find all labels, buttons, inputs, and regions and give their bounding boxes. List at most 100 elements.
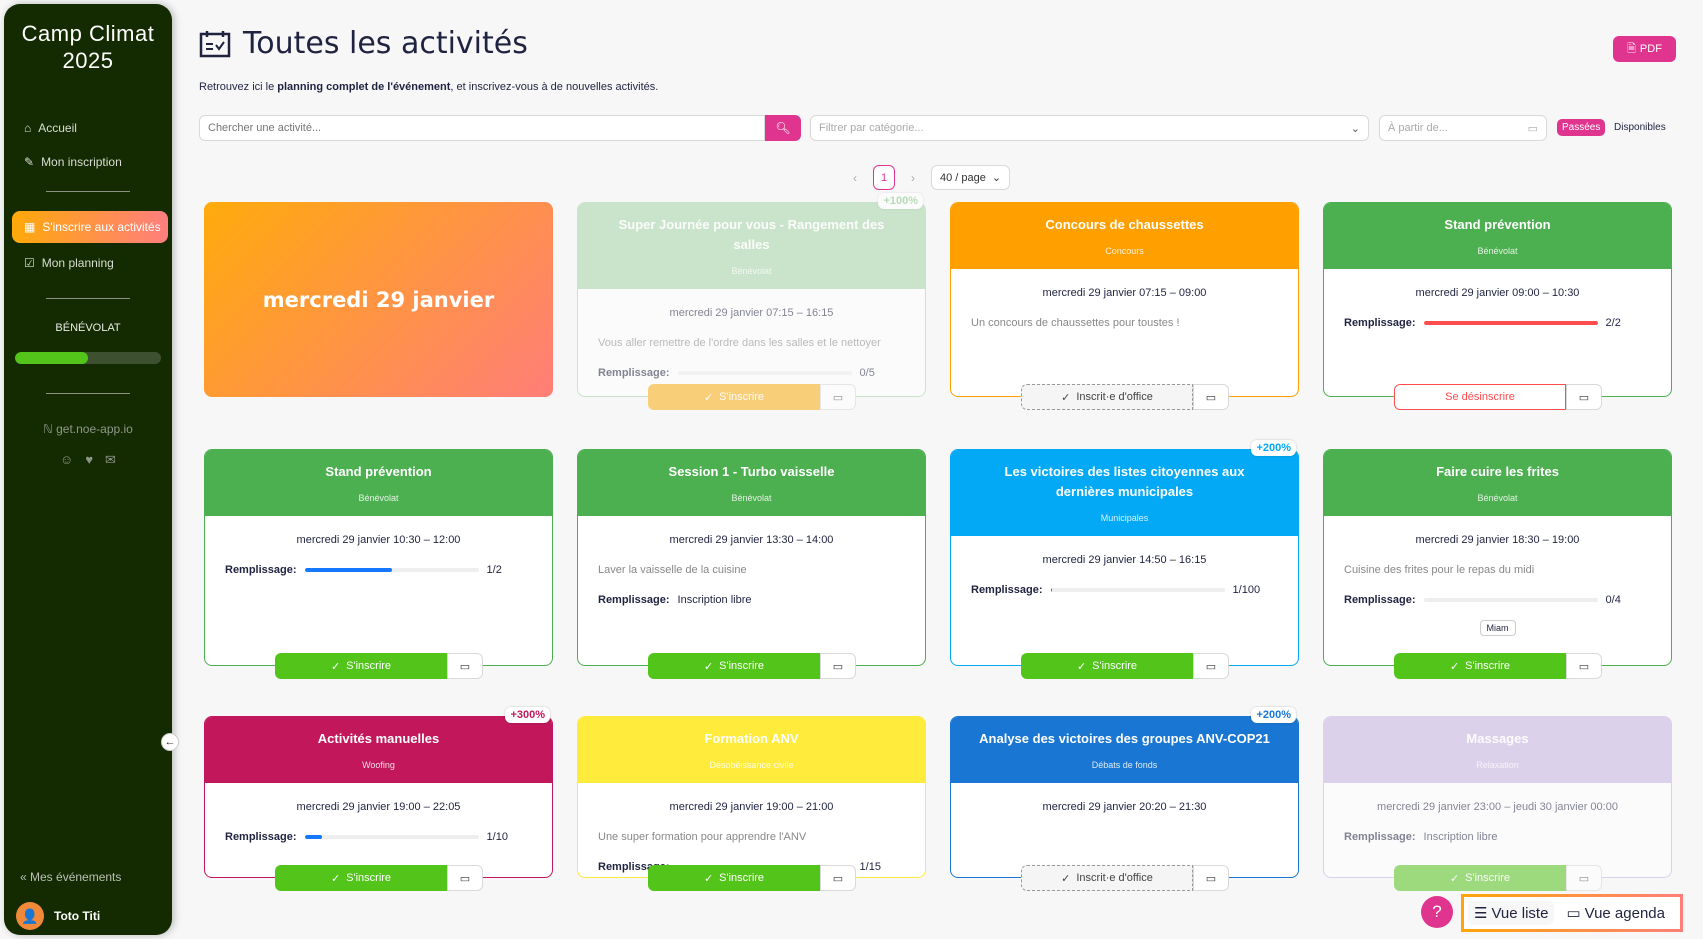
check-icon: ✓ [703,391,714,404]
subscribe-button[interactable]: ✓ S'inscrire [275,865,447,891]
noe-link[interactable]: ℕ get.noe-app.io [4,422,172,436]
subscribe-button[interactable]: ✓ S'inscrire [1394,865,1566,891]
sidebar: Camp Climat 2025 ⌂ Accueil ✎ Mon inscripti… [4,4,172,935]
agenda-view-label: Vue agenda [1584,904,1665,922]
fill-row: Remplissage: 2/2 [1344,317,1651,329]
user-menu[interactable]: 👤 Toto Titi [16,902,100,930]
view-switcher: ☰ Vue liste ▭ Vue agenda [1461,894,1683,932]
sidebar-item-accueil[interactable]: ⌂ Accueil [12,112,168,144]
add-to-calendar-button[interactable]: ▭ [1193,384,1229,410]
date-placeholder: À partir de... [1388,122,1448,134]
add-to-calendar-button[interactable]: ▭ [820,384,856,410]
fill-bar [677,371,852,375]
card-header: Analyse des victoires des groupes ANV-CO… [951,717,1298,783]
help-button[interactable]: ? [1421,896,1453,928]
button-label: S'inscrire [719,872,765,884]
past-toggle[interactable]: Passées [1557,119,1606,136]
card-actions: ✓ Inscrit·e d'office ▭ [1021,384,1229,410]
my-events-link[interactable]: « Mes événements [20,870,121,884]
card-body: mercredi 29 janvier 07:15 – 16:15 Vous al… [578,289,925,379]
fill-bar [1423,321,1598,325]
prev-page-icon[interactable]: ‹ [853,170,857,185]
divider [46,393,130,394]
card-title[interactable]: Stand prévention [1444,217,1551,232]
subscribe-button[interactable]: ✓ S'inscrire [1021,653,1193,679]
card-title[interactable]: Session 1 - Turbo vaisselle [668,464,835,479]
search-button[interactable]: 🔍︎ [765,115,801,141]
home-icon: ⌂ [24,121,32,135]
button-label: S'inscrire [719,660,765,672]
card-actions: ✓ S'inscrire ▭ [275,653,483,679]
card-description: Un concours de chaussettes pour toustes … [971,317,1180,329]
chevron-down-icon: ⌄ [991,172,1002,184]
sidebar-item-sinscrire[interactable]: ▦ S'inscrire aux activités [12,211,168,243]
add-to-calendar-button[interactable]: ▭ [1566,384,1602,410]
role-label: BÉNÉVOLAT [55,322,121,334]
card-title[interactable]: Super Journée pour vous - Rangement des … [618,217,885,252]
page-subtitle: Retrouvez ici le planning complet de l'é… [199,81,659,93]
fill-label: Remplissage: [1344,317,1416,329]
discord-icon[interactable]: ☺ [60,452,74,467]
sidebar-item-mon-planning[interactable]: ☑ Mon planning [12,247,168,279]
button-label: S'inscrire [719,391,765,403]
pdf-button[interactable]: 🗎 PDF [1613,36,1676,62]
card-header: Massages Relaxation [1324,717,1671,783]
fill-bar [304,568,479,572]
card-title[interactable]: Les victoires des listes citoyennes aux … [1004,464,1245,499]
card-title[interactable]: Analyse des victoires des groupes ANV-CO… [979,731,1270,746]
list-icon: ☰ [1474,905,1488,922]
check-icon: ✓ [1076,660,1087,673]
add-to-calendar-button[interactable]: ▭ [820,653,856,679]
card-title[interactable]: Faire cuire les frites [1436,464,1559,479]
capacity-badge: +100% [878,193,923,209]
card-header: Faire cuire les frites Bénévolat [1324,450,1671,516]
date-filter[interactable]: À partir de... ▭ [1379,115,1547,141]
card-title[interactable]: Massages [1466,731,1529,746]
registered-button[interactable]: ✓ Inscrit·e d'office [1021,865,1193,891]
gitlab-icon[interactable]: ♥ [85,452,94,467]
subscribe-button[interactable]: ✓ S'inscrire [648,384,820,410]
agenda-view-button[interactable]: ▭ Vue agenda [1560,901,1671,925]
category-filter[interactable]: Filtrer par catégorie... ⌄ [810,115,1369,141]
collapse-sidebar-button[interactable]: ← [161,733,179,751]
add-to-calendar-button[interactable]: ▭ [820,865,856,891]
add-to-calendar-button[interactable]: ▭ [1566,865,1602,891]
subscribe-button[interactable]: ✓ S'inscrire [648,653,820,679]
subscribe-button[interactable]: ✓ S'inscrire [275,653,447,679]
add-to-calendar-button[interactable]: ▭ [447,653,483,679]
add-to-calendar-button[interactable]: ▭ [447,865,483,891]
subscribe-button[interactable]: ✓ S'inscrire [648,865,820,891]
add-to-calendar-button[interactable]: ▭ [1193,865,1229,891]
calendar-icon: ▭ [832,872,844,885]
mail-icon[interactable]: ✉ [105,452,116,467]
card-category: Bénévolat [1477,246,1518,256]
page-size-select[interactable]: 40 / page ⌄ [931,165,1011,190]
page-1-button[interactable]: 1 [873,165,895,190]
check-icon: ✓ [703,872,714,885]
question-icon: ? [1432,902,1442,921]
calendar-icon: ▭ [1578,660,1590,673]
subscribe-button[interactable]: ✓ S'inscrire [1394,653,1566,679]
sidebar-item-mon-inscription[interactable]: ✎ Mon inscription [12,146,168,178]
available-toggle[interactable]: Disponibles [1614,122,1666,133]
divider [46,298,130,299]
app-title: Camp Climat 2025 [21,21,155,73]
card-body: mercredi 29 janvier 23:00 – jeudi 30 jan… [1324,783,1671,843]
card-title[interactable]: Stand prévention [325,464,432,479]
registered-button[interactable]: ✓ Inscrit·e d'office [1021,384,1193,410]
card-actions: ✓ S'inscrire ▭ [648,653,856,679]
unsubscribe-button[interactable]: Se désinscrire [1394,384,1566,410]
list-view-button[interactable]: ☰ Vue liste [1468,901,1555,925]
add-to-calendar-button[interactable]: ▭ [1566,653,1602,679]
card-header: Stand prévention Bénévolat [1324,203,1671,269]
card-title[interactable]: Activités manuelles [317,731,440,746]
next-page-icon[interactable]: › [911,170,915,185]
card-actions: Se désinscrire ▭ [1394,384,1602,410]
search-input[interactable] [199,115,765,141]
card-date: mercredi 29 janvier 10:30 – 12:00 [296,534,461,546]
card-header: Stand prévention Bénévolat [205,450,552,516]
card-body: mercredi 29 janvier 18:30 – 19:00 Cuisine… [1324,516,1671,636]
card-title[interactable]: Concours de chaussettes [1045,217,1204,232]
add-to-calendar-button[interactable]: ▭ [1193,653,1229,679]
card-title[interactable]: Formation ANV [704,731,799,746]
